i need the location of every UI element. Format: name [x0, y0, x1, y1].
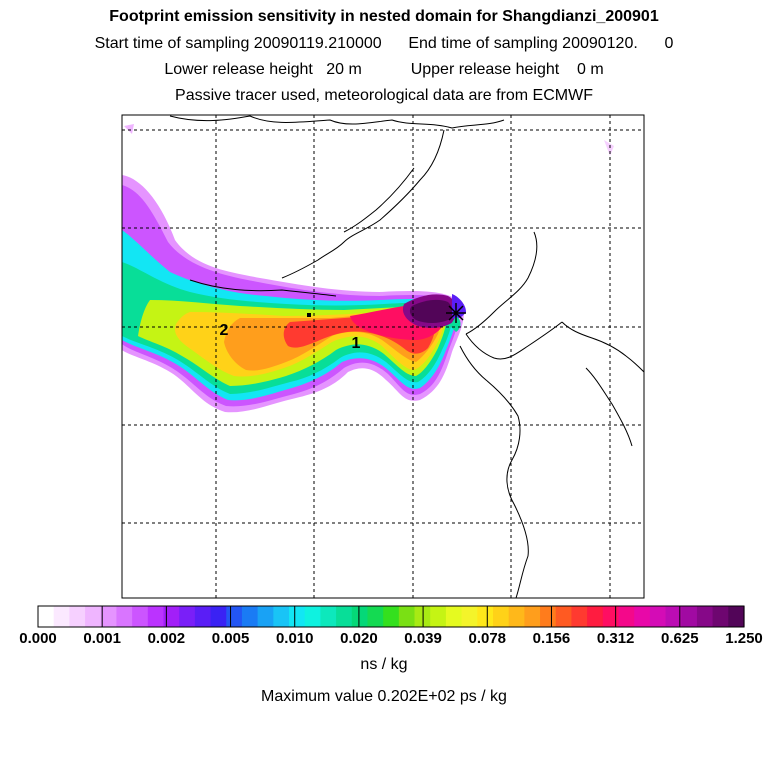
colorbar-swatch [461, 606, 478, 627]
colorbar-swatch [38, 606, 55, 627]
colorbar-swatch [524, 606, 541, 627]
colorbar-ticks [37, 606, 745, 627]
colorbar-tick-label: 0.156 [532, 630, 571, 647]
colorbar-swatch [571, 606, 588, 627]
station-dot [307, 313, 311, 317]
colorbar-swatch [257, 606, 274, 627]
start-time: Start time of sampling 20090119.210000 [94, 35, 382, 52]
colorbar-tick-label: 0.625 [661, 630, 699, 647]
colorbar-tick-label: 0.020 [340, 630, 378, 647]
colorbar-tick-label: 0.000 [19, 630, 57, 647]
colorbar-swatch [508, 606, 525, 627]
map-frame [121, 114, 645, 599]
colorbar-tick-label: 0.010 [275, 630, 314, 647]
colorbar-swatch [351, 606, 369, 627]
colorbar-swatch [712, 606, 729, 627]
colorbar-swatch [477, 606, 494, 627]
colorbar-swatch [587, 606, 604, 627]
plot-title: Footprint emission sensitivity in nested… [109, 8, 659, 25]
colorbar-swatch [602, 606, 620, 627]
colorbar-tick-label: 0.039 [404, 630, 442, 647]
colorbar-swatch [696, 606, 714, 627]
lower-release-label: Lower release height [164, 61, 313, 78]
colorbar-swatch [383, 606, 400, 627]
colorbar-tick-label: 0.078 [468, 630, 507, 647]
release-point-1: 1 [352, 335, 361, 352]
colorbar-swatch [241, 606, 259, 627]
colorbar-swatch [194, 606, 212, 627]
colorbar-swatch [336, 606, 353, 627]
colorbar-swatch [132, 606, 149, 627]
colorbar-tick-label: 1.250 [725, 630, 763, 647]
colorbar-swatch [665, 606, 682, 627]
colorbar-swatch [69, 606, 86, 627]
colorbar-swatch [163, 606, 180, 627]
footprint-plume [122, 124, 614, 413]
colorbar-swatch [100, 606, 118, 627]
upper-release-label: Upper release height [410, 61, 560, 78]
colorbar-swatch [53, 606, 70, 627]
colorbar-units: ns / kg [360, 656, 408, 673]
colorbar-tick-label: 0.001 [83, 630, 121, 647]
colorbar-swatch [728, 606, 745, 627]
tracer-info: Passive tracer used, meteorological data… [175, 87, 593, 104]
colorbar-swatch [681, 606, 698, 627]
colorbar-swatch [445, 606, 463, 627]
upper-release-value: 0 m [577, 61, 604, 78]
colorbar [38, 606, 745, 627]
colorbar-swatch [116, 606, 133, 627]
colorbar-swatch [618, 606, 635, 627]
colorbar-tick-label: 0.005 [211, 630, 250, 647]
colorbar-swatch [320, 606, 337, 627]
colorbar-swatch [430, 606, 447, 627]
receptor-star-icon [446, 303, 466, 323]
colorbar-swatch [304, 606, 321, 627]
colorbar-swatch [398, 606, 416, 627]
colorbar-swatch [649, 606, 667, 627]
release-heights: Lower release height 20 m Upper release … [0, 61, 768, 79]
colorbar-swatch [555, 606, 573, 627]
colorbar-swatch [492, 606, 510, 627]
colorbar-swatch [289, 606, 306, 627]
colorbar-tick-label: 0.002 [147, 630, 186, 647]
sampling-times: Start time of sampling 20090119.210000 E… [0, 35, 768, 53]
colorbar-swatch [273, 606, 290, 627]
colorbar-swatch [634, 606, 651, 627]
colorbar-tick-label: 0.312 [596, 630, 635, 647]
colorbar-swatch [147, 606, 165, 627]
colorbar-swatch [85, 606, 102, 627]
colorbar-swatch [540, 606, 557, 627]
graticule [122, 115, 644, 598]
maximum-value: Maximum value 0.202E+02 ps / kg [261, 688, 507, 705]
colorbar-swatch [226, 606, 243, 627]
colorbar-swatch [210, 606, 227, 627]
colorbar-swatch [367, 606, 384, 627]
lower-release-value: 20 m [326, 61, 362, 78]
end-time: End time of sampling 20090120. [408, 35, 638, 52]
end-time-value: 0 [664, 35, 674, 52]
release-point-2: 2 [220, 322, 229, 339]
colorbar-swatch [179, 606, 196, 627]
